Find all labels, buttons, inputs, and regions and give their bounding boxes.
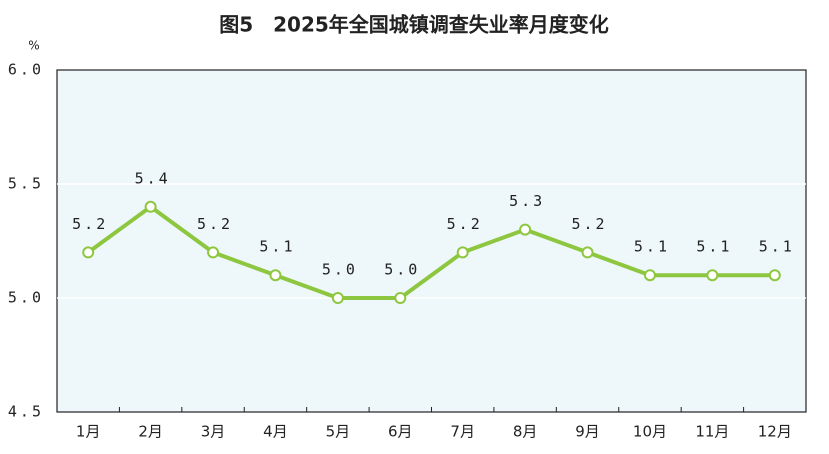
data-label: 5.2 bbox=[571, 215, 607, 233]
x-tick-label: 12月 bbox=[758, 423, 792, 441]
x-tick-label: 6月 bbox=[388, 423, 413, 441]
point bbox=[269, 269, 282, 282]
x-tick-label: 10月 bbox=[633, 423, 667, 441]
point bbox=[394, 292, 407, 304]
data-label: 5.3 bbox=[509, 192, 545, 210]
y-tick-label: 6.0 bbox=[8, 61, 44, 79]
x-tick-label: 2月 bbox=[138, 423, 163, 441]
data-label: 5.2 bbox=[72, 215, 108, 233]
data-label: 5.4 bbox=[135, 169, 171, 187]
y-unit: % bbox=[28, 39, 39, 53]
point bbox=[144, 200, 157, 213]
x-tick-label: 9月 bbox=[575, 423, 600, 441]
x-tick-label: 8月 bbox=[513, 423, 538, 441]
data-label: 5.1 bbox=[634, 238, 670, 256]
data-label: 5.1 bbox=[759, 238, 795, 256]
point bbox=[581, 246, 594, 259]
point bbox=[207, 246, 220, 259]
y-tick-label: 5.5 bbox=[8, 175, 44, 193]
point bbox=[456, 246, 469, 259]
data-label: 5.2 bbox=[447, 215, 483, 233]
x-tick-label: 1月 bbox=[76, 423, 101, 441]
point bbox=[82, 246, 95, 259]
point bbox=[519, 223, 532, 236]
point bbox=[331, 292, 344, 304]
line bbox=[87, 204, 775, 300]
x-tick-label: 3月 bbox=[201, 423, 226, 441]
y-tick-label: 5.0 bbox=[8, 289, 44, 307]
x-tick-label: 4月 bbox=[263, 423, 288, 441]
data-label: 5.0 bbox=[384, 261, 420, 279]
data-label: 5.1 bbox=[696, 238, 732, 256]
chart-title: 图5 2025年全国城镇调查失业率月度变化 bbox=[219, 13, 609, 37]
point bbox=[768, 269, 781, 282]
x-tick-label: 11月 bbox=[695, 423, 729, 441]
y-tick-label: 4.5 bbox=[8, 403, 44, 421]
x-tick-label: 5月 bbox=[326, 423, 351, 441]
data-label: 5.0 bbox=[322, 261, 358, 279]
point bbox=[643, 269, 656, 282]
x-tick-label: 7月 bbox=[450, 423, 475, 441]
data-label: 5.2 bbox=[197, 215, 233, 233]
data-label: 5.1 bbox=[259, 238, 295, 256]
point bbox=[706, 269, 719, 282]
plot-area bbox=[56, 69, 807, 413]
